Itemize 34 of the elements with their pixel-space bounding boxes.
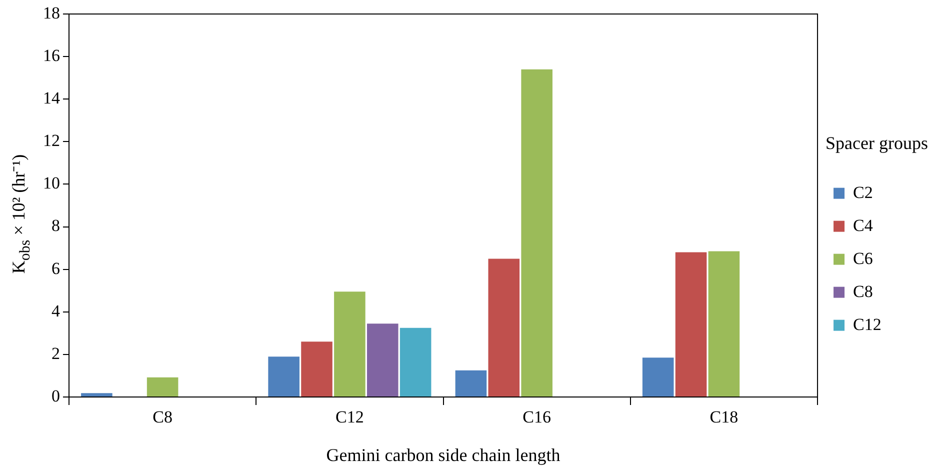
x-tick-label: C12 xyxy=(336,408,364,427)
bar xyxy=(400,328,432,396)
bar xyxy=(675,252,707,396)
legend-title: Spacer groups xyxy=(826,132,928,153)
bar xyxy=(268,356,300,396)
legend-label: C4 xyxy=(853,216,874,235)
y-tick-label: 14 xyxy=(43,88,60,108)
y-tick-label: 4 xyxy=(52,301,60,320)
y-tick-label: 2 xyxy=(52,344,60,363)
bar xyxy=(146,377,178,396)
y-tick-label: 12 xyxy=(43,131,60,150)
bar xyxy=(81,393,112,396)
x-tick-label: C18 xyxy=(710,408,738,427)
y-tick-label: 18 xyxy=(43,3,60,22)
legend-label: C8 xyxy=(853,282,873,301)
bar xyxy=(366,324,398,396)
bar xyxy=(301,342,332,396)
legend-label: C2 xyxy=(853,182,873,202)
bar xyxy=(455,370,487,396)
legend-label: C6 xyxy=(853,248,873,268)
bar xyxy=(642,358,674,396)
y-tick-label: 16 xyxy=(43,46,60,66)
bar xyxy=(334,292,366,396)
x-tick-label: C16 xyxy=(522,408,551,427)
bar xyxy=(488,258,520,396)
legend-label: C12 xyxy=(853,314,882,334)
y-tick-label: 8 xyxy=(52,216,60,236)
y-tick-label: 6 xyxy=(52,258,60,278)
x-axis-title: Gemini carbon side chain length xyxy=(326,444,560,465)
y-tick-label: 10 xyxy=(43,174,60,193)
bar xyxy=(521,69,552,396)
y-tick-label: 0 xyxy=(52,386,60,406)
x-tick-label: C8 xyxy=(152,408,172,427)
bar xyxy=(708,251,740,396)
